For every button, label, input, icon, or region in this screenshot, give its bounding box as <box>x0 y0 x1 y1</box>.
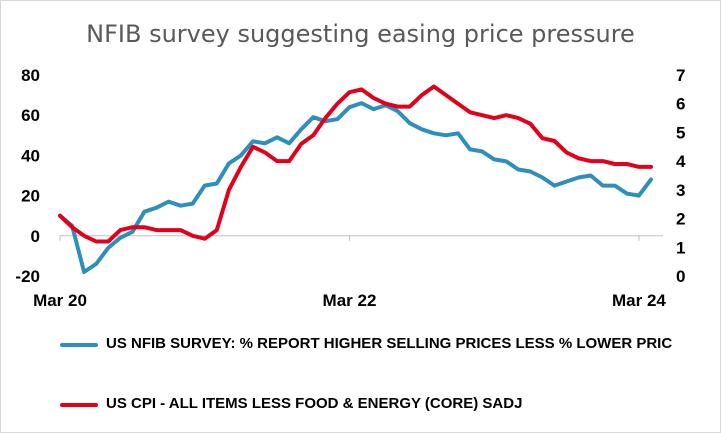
y-right-tick-label: 7 <box>676 66 685 85</box>
chart-title: NFIB survey suggesting easing price pres… <box>86 20 635 48</box>
y-right-tick-label: 0 <box>676 267 685 286</box>
y-left-tick-label: 40 <box>21 146 40 165</box>
legend-entry-core-cpi: US CPI - ALL ITEMS LESS FOOD & ENERGY (C… <box>60 393 700 417</box>
y-left-tick-label: -20 <box>15 267 40 286</box>
y-right-tick-label: 4 <box>676 152 686 171</box>
y-right-tick-label: 2 <box>676 210 685 229</box>
y-right-tick-label: 5 <box>676 123 685 142</box>
legend-entry-nfib: US NFIB SURVEY: % REPORT HIGHER SELLING … <box>60 333 700 381</box>
x-tick-label: Mar 22 <box>323 291 377 310</box>
legend-swatch-core-cpi <box>60 403 98 407</box>
series-line-core-cpi <box>58 84 653 244</box>
x-tick-label: Mar 20 <box>33 291 87 310</box>
legend-label-core-cpi: US CPI - ALL ITEMS LESS FOOD & ENERGY (C… <box>106 395 523 412</box>
y-left-tick-label: 80 <box>21 66 40 85</box>
legend-swatch-nfib <box>60 343 98 347</box>
y-right-tick-label: 3 <box>676 181 685 200</box>
legend-label-nfib: US NFIB SURVEY: % REPORT HIGHER SELLING … <box>106 335 673 352</box>
series-line-nfib <box>58 101 653 274</box>
y-left-tick-label: 0 <box>31 227 40 246</box>
y-right-tick-label: 1 <box>676 238 685 257</box>
y-left-tick-label: 60 <box>21 106 40 125</box>
y-right-tick-label: 6 <box>676 95 685 114</box>
y-left-tick-label: 20 <box>21 187 40 206</box>
x-tick-label: Mar 24 <box>612 291 666 310</box>
